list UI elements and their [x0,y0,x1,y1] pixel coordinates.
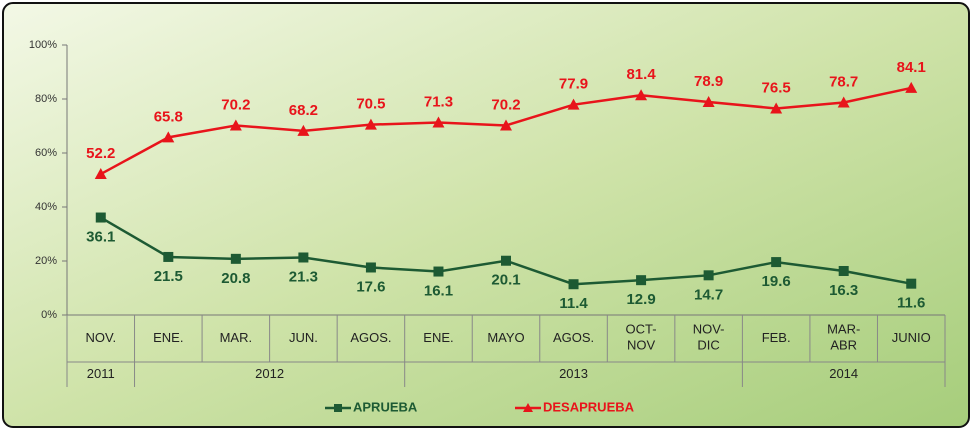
data-label: 76.5 [762,79,791,96]
data-label: 12.9 [626,291,655,308]
data-label: 17.6 [356,278,385,295]
marker [230,253,241,264]
data-label: 20.1 [491,272,520,289]
x-tick-label: JUN. [289,330,318,345]
y-tick-label: 40% [35,201,57,213]
y-tick-label: 0% [41,309,57,321]
year-label: 2011 [87,366,115,381]
marker [837,96,850,108]
marker [500,119,512,131]
data-label: 68.2 [289,102,318,119]
y-tick-label: 80% [35,93,57,105]
marker [432,116,445,128]
legend-label: DESAPRUEBA [543,399,635,414]
data-label: 65.8 [154,108,183,125]
x-tick-label-line: MAR- [827,322,860,337]
marker [364,118,377,130]
legend-marker [334,404,342,412]
data-label: 19.6 [762,273,791,290]
x-tick-label: NOV-DIC [693,322,725,353]
data-label: 70.2 [221,96,250,113]
data-label: 70.2 [491,96,520,113]
x-tick-label-line: DIC [697,338,719,353]
x-tick-label: ENE. [423,330,453,345]
x-tick-label-line: NOV- [693,322,725,337]
data-label: 21.5 [154,268,183,285]
marker [635,89,648,101]
x-tick-label: JUNIO [892,330,931,345]
data-label: 52.2 [86,145,115,162]
y-tick-label: 100% [29,39,57,51]
marker [365,262,376,273]
marker [297,124,310,136]
marker [162,131,175,143]
data-label: 70.5 [356,96,385,113]
data-label: 16.3 [829,282,858,299]
data-label: 36.1 [86,228,115,245]
marker [501,255,511,266]
year-label: 2012 [255,366,284,381]
x-tick-label-line: OCT- [626,322,657,337]
data-label: 21.3 [289,268,318,285]
marker [636,275,647,286]
marker [94,168,107,180]
year-label: 2014 [829,366,858,381]
marker [771,257,782,268]
marker [906,278,917,289]
data-label: 78.7 [829,73,858,90]
data-label: 77.9 [559,76,588,93]
x-tick-label: MAR. [220,330,253,345]
legend-label: APRUEBA [353,399,418,414]
marker [229,119,242,131]
x-tick-label: MAYO [487,330,524,345]
x-tick-label: NOV. [85,330,116,345]
data-label: 78.9 [694,73,723,90]
x-tick-label: FEB. [762,330,791,345]
data-label: 14.7 [694,286,723,303]
marker [770,102,783,114]
data-label: 84.1 [897,59,926,76]
marker [905,81,918,93]
data-label: 11.4 [559,295,588,312]
marker [298,252,309,263]
data-label: 20.8 [221,270,250,287]
x-tick-label-line: ABR [830,338,857,353]
year-label: 2013 [559,366,588,381]
chart-frame [2,2,970,428]
data-label: 81.4 [626,66,656,83]
marker [95,212,106,223]
y-tick-label: 60% [35,147,57,159]
x-tick-label: MAR-ABR [827,322,860,353]
marker [163,251,174,262]
marker [568,279,579,290]
data-label: 71.3 [424,93,453,110]
marker [838,265,849,276]
legend-marker [523,403,533,412]
x-tick-label: OCT-NOV [626,322,657,353]
data-label: 16.1 [424,282,453,299]
marker [433,266,444,277]
marker [703,270,714,281]
marker [702,95,715,107]
data-label: 11.6 [897,295,925,312]
x-tick-label: AGOS. [350,330,391,345]
x-tick-label: ENE. [153,330,183,345]
x-tick-label: AGOS. [553,330,594,345]
x-tick-label-line: NOV [627,338,656,353]
marker [567,98,580,110]
y-tick-label: 20% [35,255,57,267]
